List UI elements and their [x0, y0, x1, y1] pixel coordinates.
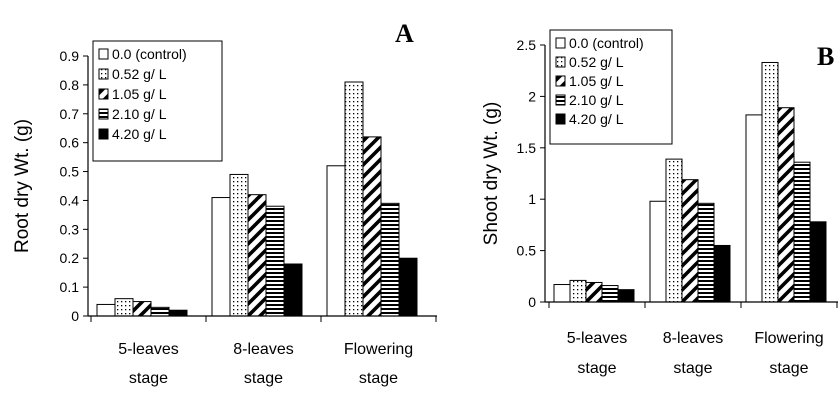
bar	[247, 194, 267, 317]
legend-label: 0.0 (control)	[112, 46, 187, 62]
x-tick-label: stage	[577, 360, 616, 377]
legend-entry: 0.0 (control)	[555, 35, 644, 51]
legend-entry: 2.10 g/ L	[555, 92, 624, 108]
y-tick-label: 0	[528, 294, 536, 310]
bar	[265, 205, 285, 317]
legend-label: 0.52 g/ L	[569, 54, 624, 70]
x-tick-label: Flowering	[754, 330, 823, 347]
bar	[745, 114, 763, 303]
bar	[569, 279, 587, 303]
y-axis-label: Root dry Wt. (g)	[12, 119, 33, 253]
panel-label: B	[817, 42, 834, 71]
y-tick-label: 0.8	[60, 77, 80, 93]
bar	[168, 309, 188, 317]
y-tick-label: 0.9	[60, 48, 80, 64]
legend-label: 0.52 g/ L	[112, 66, 167, 82]
y-tick-label: 0.5	[517, 243, 537, 259]
bar	[283, 263, 303, 317]
legend-label: 2.10 g/ L	[569, 92, 624, 108]
bar	[617, 289, 635, 303]
x-tick-label: stage	[244, 370, 283, 387]
chart-panel-b: 0 0.5 1 1.5 2 2.5 5-leaves stage 8-leaves stage Fl…	[481, 29, 838, 377]
bar	[585, 281, 603, 303]
panel-label: A	[395, 19, 414, 48]
y-tick-label: 0.7	[60, 106, 80, 122]
legend-label: 1.05 g/ L	[112, 86, 167, 102]
x-tick-label: Flowering	[344, 341, 413, 358]
bar	[114, 298, 134, 317]
legend-swatch	[98, 68, 109, 80]
legend-swatch	[555, 56, 566, 68]
bar	[649, 200, 667, 303]
bar	[601, 285, 619, 303]
bar	[697, 202, 715, 303]
legend-swatch	[98, 88, 109, 100]
bar	[326, 165, 346, 317]
y-tick-label: 1	[528, 191, 536, 207]
y-tick-label: 0.3	[60, 221, 80, 237]
y-tick-label: 0.4	[60, 192, 80, 208]
y-tick-label: 0	[71, 308, 79, 324]
bar	[380, 202, 400, 317]
legend-entry: 0.52 g/ L	[555, 54, 624, 70]
legend-label: 2.10 g/ L	[112, 106, 167, 122]
y-tick-label: 2	[528, 88, 536, 104]
legend-entry: 0.52 g/ L	[98, 66, 167, 82]
y-tick-label: 0.2	[60, 250, 80, 266]
x-tick-label: 8-leaves	[233, 341, 293, 358]
legend-label: 4.20 g/ L	[569, 111, 624, 127]
legend-swatch	[98, 48, 109, 60]
bar	[398, 257, 418, 317]
legend-label: 1.05 g/ L	[569, 73, 624, 89]
bar	[132, 301, 152, 317]
legend-label: 0.0 (control)	[569, 35, 644, 51]
y-tick-label: 0.6	[60, 135, 80, 151]
y-tick-label: 2.5	[517, 37, 537, 53]
bar	[665, 158, 683, 303]
bar	[793, 161, 811, 303]
bar	[344, 81, 364, 317]
legend-entry: 4.20 g/ L	[98, 126, 167, 142]
chart-panel-a: 0 0.1 0.2 0.3 0.4 0.5 0.6 0.7 0.8 0.9 5-leaves stag…	[12, 19, 437, 387]
bar	[362, 136, 382, 317]
y-axis-label: Shoot dry Wt. (g)	[481, 102, 502, 246]
legend-entry: 4.20 g/ L	[555, 111, 624, 127]
bar	[777, 107, 795, 303]
legend: 0.0 (control) 0.52 g/ L 1.05 g/ L 2.10 g/ L…	[92, 40, 223, 162]
x-tick-label: 5-leaves	[118, 341, 178, 358]
x-tick-label: stage	[359, 370, 398, 387]
bar	[150, 306, 170, 317]
x-tick-label: stage	[129, 370, 168, 387]
bar	[229, 173, 249, 317]
bar	[809, 221, 827, 303]
bar	[761, 61, 779, 303]
x-tick-label: stage	[769, 360, 808, 377]
legend-swatch	[555, 37, 566, 49]
legend-box	[92, 40, 223, 162]
y-tick-label: 1.5	[517, 140, 537, 156]
legend-label: 4.20 g/ L	[112, 126, 167, 142]
legend-entry: 2.10 g/ L	[98, 106, 167, 122]
bar	[681, 179, 699, 303]
legend-entry: 1.05 g/ L	[555, 73, 624, 89]
x-tick-label: 5-leaves	[567, 330, 627, 347]
legend-swatch	[555, 113, 566, 125]
y-tick-label: 0.5	[60, 164, 80, 180]
y-tick-label: 0.1	[60, 279, 80, 295]
legend-box	[549, 29, 673, 145]
legend-swatch	[98, 108, 109, 120]
bar	[553, 284, 571, 303]
legend-swatch	[555, 94, 566, 106]
legend-entry: 0.0 (control)	[98, 46, 187, 62]
x-tick-label: 8-leaves	[663, 330, 723, 347]
bar	[713, 244, 731, 303]
legend-swatch	[98, 128, 109, 140]
legend-swatch	[555, 75, 566, 87]
x-tick-label: stage	[673, 360, 712, 377]
legend-entry: 1.05 g/ L	[98, 86, 167, 102]
bar	[211, 197, 231, 317]
legend: 0.0 (control) 0.52 g/ L 1.05 g/ L 2.10 g/ L…	[549, 29, 673, 145]
bar	[96, 303, 116, 317]
